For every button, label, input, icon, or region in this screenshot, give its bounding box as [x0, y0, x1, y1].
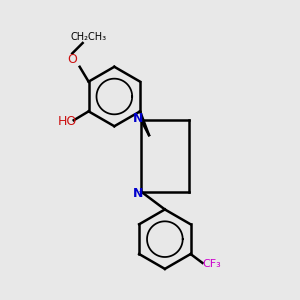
- Text: CH₂CH₃: CH₂CH₃: [70, 32, 107, 42]
- Text: N: N: [133, 187, 143, 200]
- Text: HO: HO: [58, 115, 77, 128]
- Text: O: O: [67, 53, 77, 66]
- Text: CF₃: CF₃: [202, 260, 221, 269]
- Text: N: N: [133, 112, 143, 125]
